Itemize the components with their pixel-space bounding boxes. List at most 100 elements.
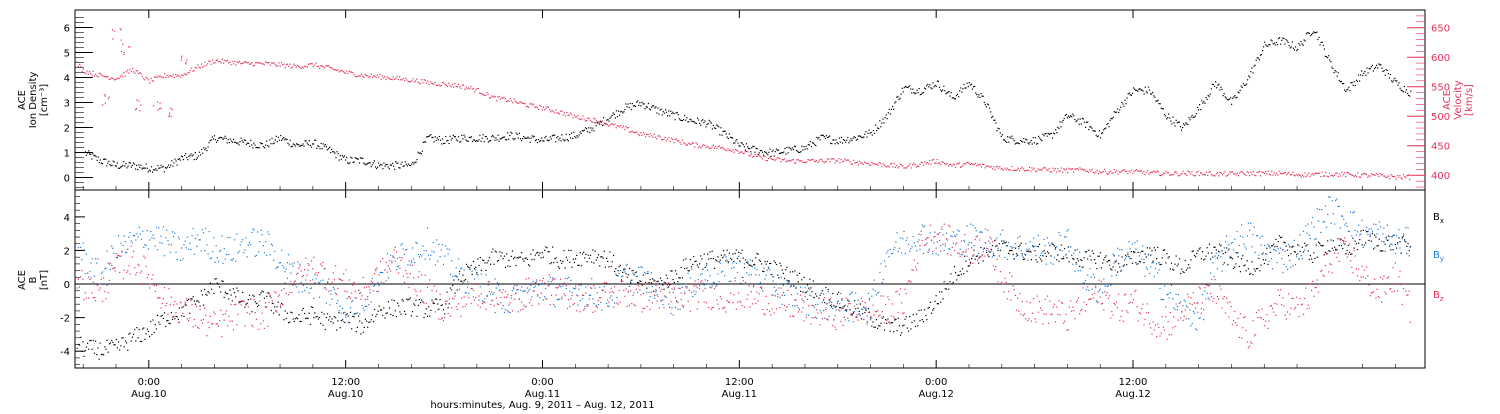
data-point <box>502 308 503 309</box>
data-point <box>1132 263 1133 264</box>
data-point <box>680 309 681 310</box>
data-point <box>285 67 286 68</box>
data-point <box>1183 171 1184 172</box>
data-point <box>1107 286 1108 287</box>
data-point <box>1302 258 1303 259</box>
data-point <box>112 165 113 166</box>
data-point <box>646 288 647 289</box>
data-point <box>983 260 984 261</box>
data-point <box>680 142 681 143</box>
data-point <box>171 160 172 161</box>
data-point <box>310 63 311 64</box>
data-point <box>897 232 898 233</box>
data-point <box>612 261 613 262</box>
data-point <box>1094 277 1095 278</box>
data-point <box>772 151 773 152</box>
data-point <box>1314 239 1315 240</box>
data-point <box>1331 67 1332 68</box>
data-point <box>143 78 144 79</box>
data-point <box>962 254 963 255</box>
data-point <box>1247 260 1248 261</box>
data-point <box>739 261 740 262</box>
data-point <box>414 262 415 263</box>
data-point <box>1269 44 1270 45</box>
data-point <box>1347 89 1348 90</box>
data-point <box>798 159 799 160</box>
data-point <box>824 318 825 319</box>
data-point <box>485 95 486 96</box>
data-point <box>262 63 263 64</box>
data-point <box>1282 272 1283 273</box>
data-point <box>860 315 861 316</box>
data-point <box>1073 253 1074 254</box>
data-point <box>111 77 112 78</box>
data-point <box>123 278 124 279</box>
data-point <box>281 303 282 304</box>
data-point <box>321 283 322 284</box>
data-point <box>1330 175 1331 176</box>
data-point <box>801 279 802 280</box>
data-point <box>450 288 451 289</box>
data-point <box>716 260 717 261</box>
data-point <box>164 171 165 172</box>
data-point <box>1096 135 1097 136</box>
data-point <box>419 83 420 84</box>
data-point <box>575 116 576 117</box>
data-point <box>1188 264 1189 265</box>
data-point <box>1131 95 1132 96</box>
data-point <box>1191 171 1192 172</box>
data-point <box>1128 256 1129 257</box>
data-point <box>1151 172 1152 173</box>
data-point <box>1065 254 1066 255</box>
data-point <box>758 284 759 285</box>
data-point <box>1326 56 1327 57</box>
data-point <box>475 270 476 271</box>
data-point <box>1373 248 1374 249</box>
data-point <box>169 244 170 245</box>
data-point <box>1375 175 1376 176</box>
data-point <box>260 230 261 231</box>
data-point <box>1350 82 1351 83</box>
data-point <box>152 172 153 173</box>
top-panel-frame <box>75 10 1425 190</box>
data-point <box>117 257 118 258</box>
data-point <box>1072 258 1073 259</box>
data-point <box>769 269 770 270</box>
data-point <box>558 112 559 113</box>
data-point <box>585 254 586 255</box>
data-point <box>449 85 450 86</box>
data-point <box>1090 171 1091 172</box>
data-point <box>483 94 484 95</box>
data-point <box>144 79 145 80</box>
data-point <box>1234 95 1235 96</box>
data-point <box>406 249 407 250</box>
data-point <box>1165 171 1166 172</box>
data-point <box>1375 67 1376 68</box>
data-point <box>226 293 227 294</box>
data-point <box>900 164 901 165</box>
data-point <box>368 322 369 323</box>
data-point <box>182 156 183 157</box>
data-point <box>942 90 943 91</box>
x-tick-label-date: Aug.10 <box>328 389 363 400</box>
data-point <box>97 285 98 286</box>
data-point <box>1242 87 1243 88</box>
data-point <box>1253 66 1254 67</box>
data-point <box>89 153 90 154</box>
data-point <box>316 316 317 317</box>
data-point <box>1247 235 1248 236</box>
data-point <box>680 277 681 278</box>
data-point <box>1253 171 1254 172</box>
data-point <box>221 62 222 63</box>
data-point <box>161 236 162 237</box>
data-point <box>234 239 235 240</box>
data-point <box>1306 176 1307 177</box>
data-point <box>742 143 743 144</box>
data-point <box>967 162 968 163</box>
data-point <box>1095 131 1096 132</box>
data-point <box>717 256 718 257</box>
data-point <box>233 139 234 140</box>
data-point <box>855 308 856 309</box>
data-point <box>486 136 487 137</box>
data-point <box>841 159 842 160</box>
